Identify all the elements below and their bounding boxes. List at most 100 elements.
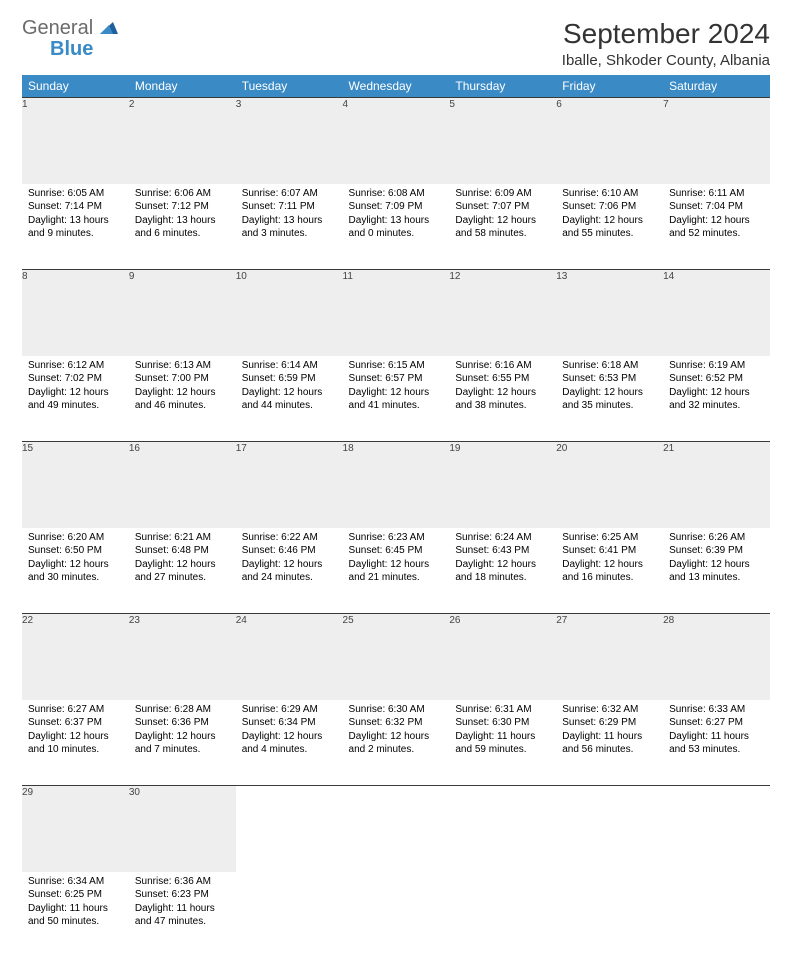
calendar: Sunday Monday Tuesday Wednesday Thursday… bbox=[22, 75, 770, 958]
sunset-text: Sunset: 6:23 PM bbox=[135, 888, 230, 902]
day-number-cell: 11 bbox=[343, 270, 450, 356]
daylight-text: Daylight: 12 hours and 32 minutes. bbox=[669, 386, 764, 413]
sunset-text: Sunset: 6:39 PM bbox=[669, 544, 764, 558]
sunrise-text: Sunrise: 6:23 AM bbox=[349, 531, 444, 545]
daylight-text: Daylight: 12 hours and 21 minutes. bbox=[349, 558, 444, 585]
week-row: Sunrise: 6:20 AMSunset: 6:50 PMDaylight:… bbox=[22, 528, 770, 614]
sunrise-text: Sunrise: 6:25 AM bbox=[562, 531, 657, 545]
day-number-cell bbox=[663, 786, 770, 872]
week-row: Sunrise: 6:05 AMSunset: 7:14 PM Daylight:… bbox=[22, 184, 770, 270]
day-cell: Sunrise: 6:28 AMSunset: 6:36 PMDaylight:… bbox=[129, 700, 236, 786]
sunset-text: Sunset: 6:43 PM bbox=[455, 544, 550, 558]
sunset-text: Sunset: 6:45 PM bbox=[349, 544, 444, 558]
day-cell: Sunrise: 6:18 AMSunset: 6:53 PMDaylight:… bbox=[556, 356, 663, 442]
sunset-text: Sunset: 6:34 PM bbox=[242, 716, 337, 730]
sunset-text: Sunset: 7:09 PM bbox=[349, 200, 444, 214]
day-number-cell: 29 bbox=[22, 786, 129, 872]
sunrise-text: Sunrise: 6:16 AM bbox=[455, 359, 550, 373]
week-row: Sunrise: 6:34 AMSunset: 6:25 PMDaylight:… bbox=[22, 872, 770, 958]
sunrise-text: Sunrise: 6:36 AM bbox=[135, 875, 230, 889]
day-cell: Sunrise: 6:11 AMSunset: 7:04 PMDaylight:… bbox=[663, 184, 770, 270]
day-number-cell: 26 bbox=[449, 614, 556, 700]
sunrise-text: Sunrise: 6:28 AM bbox=[135, 703, 230, 717]
day-number-cell bbox=[556, 786, 663, 872]
day-cell bbox=[343, 872, 450, 958]
day-number-cell: 13 bbox=[556, 270, 663, 356]
day-cell: Sunrise: 6:14 AMSunset: 6:59 PMDaylight:… bbox=[236, 356, 343, 442]
daylight-text: Daylight: 12 hours and 24 minutes. bbox=[242, 558, 337, 585]
daylight-text: Daylight: 11 hours and 56 minutes. bbox=[562, 730, 657, 757]
day-cell: Sunrise: 6:32 AMSunset: 6:29 PMDaylight:… bbox=[556, 700, 663, 786]
weekday-monday: Monday bbox=[129, 75, 236, 98]
daylight-text: Daylight: 12 hours and 52 minutes. bbox=[669, 214, 764, 241]
day-cell: Sunrise: 6:22 AMSunset: 6:46 PMDaylight:… bbox=[236, 528, 343, 614]
sunset-text: Sunset: 6:55 PM bbox=[455, 372, 550, 386]
sunrise-text: Sunrise: 6:15 AM bbox=[349, 359, 444, 373]
daylight-text: Daylight: 12 hours and 49 minutes. bbox=[28, 386, 123, 413]
day-cell: Sunrise: 6:10 AMSunset: 7:06 PMDaylight:… bbox=[556, 184, 663, 270]
sunset-text: Sunset: 6:27 PM bbox=[669, 716, 764, 730]
sunset-text: Sunset: 6:36 PM bbox=[135, 716, 230, 730]
day-cell: Sunrise: 6:07 AMSunset: 7:11 PMDaylight:… bbox=[236, 184, 343, 270]
daylight-text: Daylight: 12 hours and 4 minutes. bbox=[242, 730, 337, 757]
sunset-text: Sunset: 6:59 PM bbox=[242, 372, 337, 386]
daynum-row: 891011121314 bbox=[22, 270, 770, 356]
day-cell bbox=[449, 872, 556, 958]
daynum-row: 2930 bbox=[22, 786, 770, 872]
month-title: September 2024 bbox=[562, 18, 770, 50]
day-cell bbox=[236, 872, 343, 958]
daylight-text: Daylight: 13 hours and 6 minutes. bbox=[135, 214, 230, 241]
day-number-cell: 18 bbox=[343, 442, 450, 528]
sunset-text: Sunset: 6:48 PM bbox=[135, 544, 230, 558]
day-number-cell: 27 bbox=[556, 614, 663, 700]
sunrise-text: Sunrise: 6:18 AM bbox=[562, 359, 657, 373]
day-cell: Sunrise: 6:25 AMSunset: 6:41 PMDaylight:… bbox=[556, 528, 663, 614]
day-cell: Sunrise: 6:34 AMSunset: 6:25 PMDaylight:… bbox=[22, 872, 129, 958]
sunrise-text: Sunrise: 6:29 AM bbox=[242, 703, 337, 717]
sunset-text: Sunset: 7:14 PM bbox=[28, 200, 123, 214]
day-number-cell: 16 bbox=[129, 442, 236, 528]
sunrise-text: Sunrise: 6:05 AM bbox=[28, 187, 123, 201]
day-number-cell: 1 bbox=[22, 98, 129, 184]
logo-text: General Blue bbox=[22, 18, 118, 60]
day-cell: Sunrise: 6:27 AMSunset: 6:37 PMDaylight:… bbox=[22, 700, 129, 786]
weekday-friday: Friday bbox=[556, 75, 663, 98]
week-row: Sunrise: 6:12 AMSunset: 7:02 PMDaylight:… bbox=[22, 356, 770, 442]
day-number-cell: 25 bbox=[343, 614, 450, 700]
sunset-text: Sunset: 7:11 PM bbox=[242, 200, 337, 214]
day-cell: Sunrise: 6:29 AMSunset: 6:34 PMDaylight:… bbox=[236, 700, 343, 786]
day-number-cell bbox=[449, 786, 556, 872]
logo-word-blue: Blue bbox=[50, 38, 93, 60]
sunset-text: Sunset: 6:57 PM bbox=[349, 372, 444, 386]
sunrise-text: Sunrise: 6:21 AM bbox=[135, 531, 230, 545]
day-number-cell: 2 bbox=[129, 98, 236, 184]
weekday-wednesday: Wednesday bbox=[343, 75, 450, 98]
day-number-cell: 3 bbox=[236, 98, 343, 184]
sunset-text: Sunset: 6:52 PM bbox=[669, 372, 764, 386]
daylight-text: Daylight: 12 hours and 44 minutes. bbox=[242, 386, 337, 413]
sunset-text: Sunset: 6:25 PM bbox=[28, 888, 123, 902]
daylight-text: Daylight: 11 hours and 50 minutes. bbox=[28, 902, 123, 929]
day-number-cell: 9 bbox=[129, 270, 236, 356]
day-cell: Sunrise: 6:24 AMSunset: 6:43 PMDaylight:… bbox=[449, 528, 556, 614]
day-number-cell: 17 bbox=[236, 442, 343, 528]
sunset-text: Sunset: 6:53 PM bbox=[562, 372, 657, 386]
logo-word-general: General bbox=[22, 17, 93, 39]
sunset-text: Sunset: 6:50 PM bbox=[28, 544, 123, 558]
day-cell: Sunrise: 6:31 AMSunset: 6:30 PMDaylight:… bbox=[449, 700, 556, 786]
day-number-cell: 19 bbox=[449, 442, 556, 528]
location: Iballe, Shkoder County, Albania bbox=[562, 52, 770, 69]
sunset-text: Sunset: 7:00 PM bbox=[135, 372, 230, 386]
sunset-text: Sunset: 7:12 PM bbox=[135, 200, 230, 214]
weekday-tuesday: Tuesday bbox=[236, 75, 343, 98]
sunset-text: Sunset: 6:41 PM bbox=[562, 544, 657, 558]
day-cell bbox=[663, 872, 770, 958]
daylight-text: Daylight: 12 hours and 13 minutes. bbox=[669, 558, 764, 585]
sunrise-text: Sunrise: 6:27 AM bbox=[28, 703, 123, 717]
sunrise-text: Sunrise: 6:24 AM bbox=[455, 531, 550, 545]
daylight-text: Daylight: 12 hours and 27 minutes. bbox=[135, 558, 230, 585]
sunrise-text: Sunrise: 6:34 AM bbox=[28, 875, 123, 889]
weekday-sunday: Sunday bbox=[22, 75, 129, 98]
sunset-text: Sunset: 6:29 PM bbox=[562, 716, 657, 730]
weekday-header-row: Sunday Monday Tuesday Wednesday Thursday… bbox=[22, 75, 770, 98]
